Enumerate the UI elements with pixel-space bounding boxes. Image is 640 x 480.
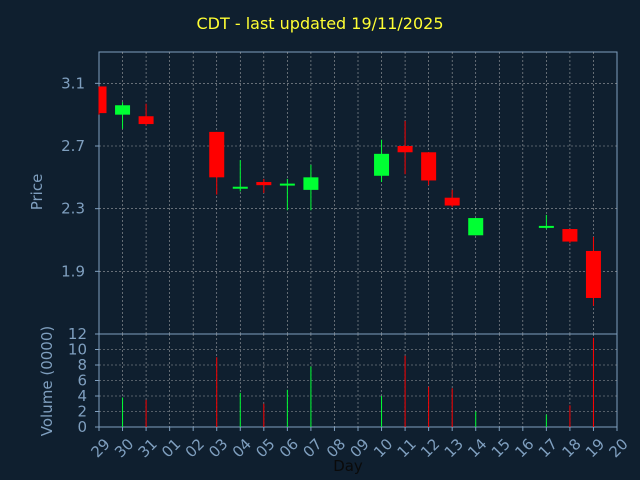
candle-body	[562, 229, 578, 242]
volume-tick-label: 2	[77, 403, 87, 421]
x-tick-label: 06	[276, 435, 302, 461]
x-tick-label: 12	[417, 435, 443, 461]
candle-body	[279, 183, 295, 186]
x-tick-label: 10	[370, 435, 396, 461]
price-tick-label: 1.9	[61, 262, 85, 280]
candle-body	[421, 152, 437, 181]
price-panel: 1.9 2.3 2.7 3.1	[61, 51, 618, 335]
x-tick-label: 18	[558, 435, 584, 461]
x-tick-label: 19	[582, 435, 608, 461]
candle-body	[99, 86, 107, 114]
candle-body	[374, 153, 390, 176]
x-tick-label: 04	[229, 435, 255, 461]
x-tick-label: 29	[88, 435, 114, 461]
candle-body	[138, 116, 154, 125]
x-tick-label: 20	[606, 435, 632, 461]
candle-body	[585, 250, 601, 298]
volume-tick-label: 0	[77, 418, 87, 436]
x-tick-label: 31	[135, 435, 161, 461]
candle-body	[397, 146, 413, 153]
x-tick-label: 05	[252, 435, 278, 461]
x-axis-label: Day	[333, 457, 363, 475]
x-tick-label: 03	[205, 435, 231, 461]
volume-axis-label: Volume (0000)	[38, 326, 56, 436]
x-tick-label: 15	[488, 435, 514, 461]
x-tick-label: 01	[158, 435, 184, 461]
candle-body	[232, 186, 248, 189]
candle-body	[256, 182, 272, 186]
candle-body	[538, 225, 554, 228]
x-tick-label: 02	[182, 435, 208, 461]
price-tick-label: 2.7	[61, 137, 85, 155]
candle-body	[468, 218, 484, 236]
x-tick-label: 30	[111, 435, 137, 461]
candle-body	[444, 197, 460, 206]
candle-body	[115, 105, 131, 115]
candle-body	[209, 131, 225, 178]
x-tick-label: 07	[299, 435, 325, 461]
x-tick-label: 17	[535, 435, 561, 461]
x-tick-label: 13	[441, 435, 467, 461]
price-tick-label: 2.3	[61, 200, 85, 218]
price-axis-label: Price	[28, 174, 46, 211]
volume-tick-label: 12	[68, 325, 87, 343]
volume-tick-label: 8	[77, 356, 87, 374]
volume-tick-label: 6	[77, 372, 87, 390]
price-tick-label: 3.1	[61, 74, 85, 92]
candle-body	[303, 177, 319, 190]
x-tick-label: 16	[511, 435, 537, 461]
x-tick-label: 11	[394, 435, 420, 461]
x-tick-label: 14	[464, 435, 490, 461]
volume-tick-label: 4	[77, 387, 87, 405]
chart-title: CDT - last updated 19/11/2025	[196, 14, 444, 33]
volume-tick-label: 10	[68, 341, 87, 359]
